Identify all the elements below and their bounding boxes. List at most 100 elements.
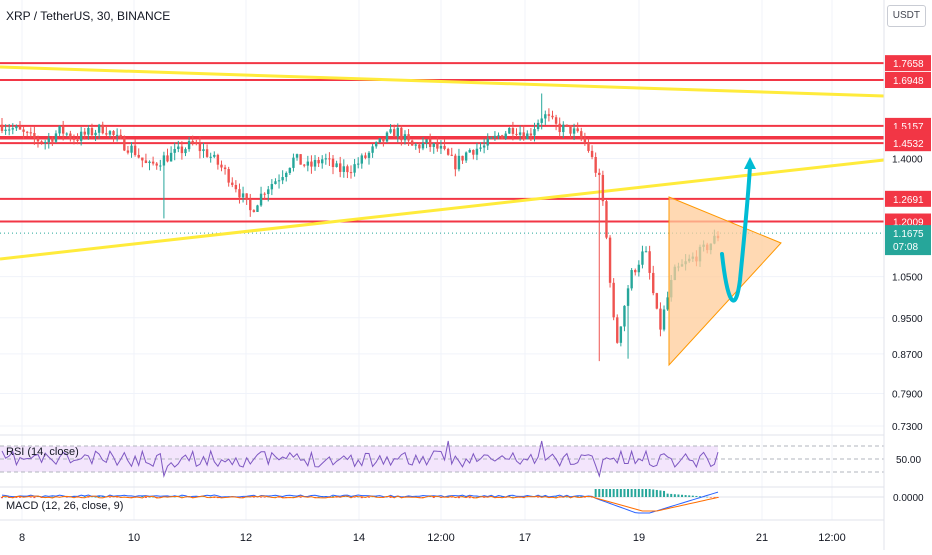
candle-body xyxy=(439,145,443,149)
candle-body xyxy=(51,138,54,142)
candle-body xyxy=(177,146,180,150)
macd-histogram-bar xyxy=(148,496,151,498)
candle-body xyxy=(0,124,4,131)
macd-histogram-bar xyxy=(659,490,662,497)
candle-body xyxy=(209,156,212,158)
macd-histogram-bar xyxy=(389,497,392,498)
macd-histogram-bar xyxy=(141,496,144,497)
price-axis-label: 1.4000 xyxy=(892,154,923,165)
macd-histogram-bar xyxy=(281,497,284,498)
macd-histogram-bar xyxy=(598,489,601,497)
candle-body xyxy=(572,128,576,134)
candle-body xyxy=(151,161,155,164)
candle-body xyxy=(148,161,151,164)
candle-body xyxy=(105,133,108,135)
candle-body xyxy=(554,117,558,124)
candle-body xyxy=(155,163,158,166)
candle-body xyxy=(281,177,284,181)
price-level-tag-label: 1.7658 xyxy=(893,59,924,70)
candle-body xyxy=(580,131,583,139)
macd-histogram-bar xyxy=(116,497,119,498)
candle-body xyxy=(392,129,396,137)
macd-histogram-bar xyxy=(670,493,673,497)
macd-histogram-bar xyxy=(565,496,568,498)
candle-body xyxy=(198,143,202,152)
candle-body xyxy=(450,154,453,156)
candle-body xyxy=(428,139,432,147)
candle-body xyxy=(432,143,435,147)
macd-histogram-bar xyxy=(108,497,111,498)
candle-body xyxy=(374,142,378,147)
candle-body xyxy=(76,139,79,141)
currency-button[interactable]: USDT xyxy=(886,5,926,27)
price-level-tag xyxy=(885,190,931,207)
macd-axis-label: 0.0000 xyxy=(893,493,924,504)
candle-body xyxy=(270,184,274,190)
macd-histogram-bar xyxy=(144,497,147,498)
candle-body xyxy=(130,145,133,153)
candle-body xyxy=(187,141,191,150)
macd-histogram-bar xyxy=(645,489,648,497)
macd-histogram-bar xyxy=(155,497,158,498)
macd-histogram-bar xyxy=(627,489,630,497)
candle-body xyxy=(626,288,630,306)
candle-body xyxy=(357,163,360,165)
candle-body xyxy=(259,193,263,206)
candle-body xyxy=(61,125,65,134)
candle-body xyxy=(378,138,381,143)
projection-arrow[interactable] xyxy=(720,164,752,303)
candle-body xyxy=(616,317,619,343)
candle-body xyxy=(605,201,608,238)
candle-body xyxy=(331,158,335,168)
macd-histogram-bar xyxy=(501,496,504,498)
ascending-trendline[interactable] xyxy=(0,158,885,261)
macd-histogram-bar xyxy=(475,496,478,498)
candle-body xyxy=(608,237,612,283)
candle-body xyxy=(54,133,58,142)
macd-histogram-bar xyxy=(583,497,586,498)
candle-body xyxy=(590,150,594,158)
candle-body xyxy=(231,182,234,185)
candle-body xyxy=(267,189,270,195)
candle-body xyxy=(648,251,651,273)
candle-body xyxy=(285,172,288,178)
candle-body xyxy=(349,172,353,174)
macd-histogram-bar xyxy=(695,495,698,497)
candle-body xyxy=(526,133,529,140)
macd-histogram-bar xyxy=(90,496,93,498)
candle-body xyxy=(418,144,421,149)
candle-body xyxy=(515,133,518,135)
candle-body xyxy=(108,131,112,135)
candle-body xyxy=(576,128,579,132)
candle-body xyxy=(306,161,310,166)
macd-histogram-bar xyxy=(94,496,97,498)
macd-histogram-bar xyxy=(713,497,716,498)
candle-body xyxy=(299,154,302,165)
macd-histogram-bar xyxy=(260,497,263,498)
macd-histogram-bar xyxy=(317,496,320,498)
symbol-title[interactable]: XRP / TetherUS, 30, BINANCE xyxy=(6,9,171,23)
candle-body xyxy=(634,270,637,273)
macd-histogram-bar xyxy=(65,497,68,498)
macd-histogram-bar xyxy=(252,497,255,498)
macd-histogram-bar xyxy=(421,497,424,498)
candle-body xyxy=(486,138,489,146)
candle-body xyxy=(475,148,479,155)
price-level-tag-label: 1.5157 xyxy=(893,122,924,133)
candle-body xyxy=(317,159,320,164)
candle-body xyxy=(468,149,471,153)
candle-body xyxy=(641,251,644,265)
candle-body xyxy=(410,140,414,146)
candle-body xyxy=(328,158,331,160)
descending-trendline[interactable] xyxy=(0,65,885,98)
time-axis-label: 8 xyxy=(19,532,25,544)
candle-body xyxy=(500,135,504,139)
price-level-tag-label: 1.6948 xyxy=(893,76,924,87)
price-axis-label: 0.7900 xyxy=(892,390,923,401)
candle-body xyxy=(159,165,162,167)
candle-body xyxy=(29,132,32,134)
price-level-tag xyxy=(885,72,931,88)
macd-histogram-bar xyxy=(677,494,680,497)
